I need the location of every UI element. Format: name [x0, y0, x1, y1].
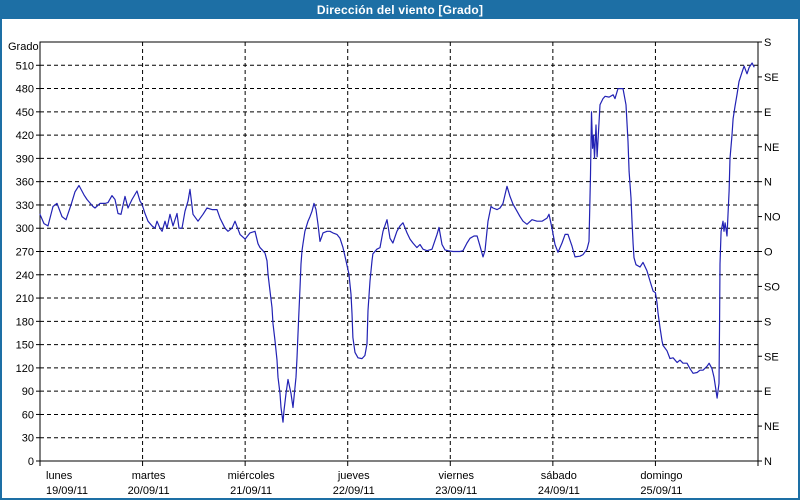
y-tick-label: 240 [16, 270, 34, 282]
y-tick-label: 480 [16, 84, 34, 96]
day-name-label: viernes [439, 470, 475, 482]
compass-tick-label: SE [764, 72, 779, 84]
wind-direction-chart: Grado 0 30 60 90 120 150 180 210 240 270 300 330 360 3… [8, 37, 781, 497]
wind-direction-series-line [39, 62, 755, 423]
y-tick-label: 510 [16, 60, 34, 72]
day-name-label: jueves [337, 470, 370, 482]
y-axis-left-labels: 0 30 60 90 120 150 180 210 240 270 300 330 360 390 420… [16, 60, 40, 468]
y-tick-label: 270 [16, 247, 34, 259]
compass-tick-label: E [764, 107, 771, 119]
day-date-label: 24/09/11 [538, 485, 580, 497]
y-tick-label: 330 [16, 200, 34, 212]
day-name-label: lunes [46, 470, 73, 482]
y-tick-label: 450 [16, 107, 34, 119]
compass-tick-label: SO [764, 281, 780, 293]
y-tick-label: 360 [16, 177, 34, 189]
day-date-label: 23/09/11 [435, 485, 477, 497]
y-axis-title: Grado [8, 41, 39, 53]
day-date-label: 20/09/11 [128, 485, 170, 497]
compass-tick-label: S [764, 37, 771, 49]
y-gridlines [40, 64, 758, 439]
y-tick-label: 150 [16, 340, 34, 352]
y-tick-label: 180 [16, 316, 34, 328]
y-tick-label: 420 [16, 130, 34, 142]
compass-tick-label: S [764, 316, 771, 328]
y-tick-label: 30 [22, 433, 34, 445]
compass-tick-label: NO [764, 212, 781, 224]
compass-tick-label: N [764, 456, 772, 468]
y-tick-label: 300 [16, 223, 34, 235]
day-date-label: 21/09/11 [230, 485, 272, 497]
chart-title: Dirección del viento [Grado] [316, 3, 484, 17]
day-date-label: 22/09/11 [333, 485, 375, 497]
day-name-label: miércoles [228, 470, 276, 482]
compass-tick-label: NE [764, 142, 779, 154]
day-name-label: domingo [640, 470, 682, 482]
day-date-label: 19/09/11 [46, 485, 88, 497]
y-tick-label: 60 [22, 409, 34, 421]
compass-tick-label: O [764, 247, 773, 259]
day-date-label: 25/09/11 [640, 485, 682, 497]
title-bar: Dirección del viento [Grado] [2, 2, 798, 19]
x-axis-labels: lunes 19/09/11 martes 20/09/11 miércoles 21/0… [39, 461, 759, 497]
y-tick-label: 210 [16, 293, 34, 305]
day-name-label: sábado [541, 470, 577, 482]
day-name-label: martes [132, 470, 166, 482]
compass-tick-label: NE [764, 421, 779, 433]
compass-tick-label: SE [764, 351, 779, 363]
y-tick-label: 390 [16, 153, 34, 165]
y-tick-label: 120 [16, 363, 34, 375]
chart-area: Grado 0 30 60 90 120 150 180 210 240 270 300 330 360 3… [2, 19, 798, 498]
compass-tick-label: E [764, 386, 771, 398]
y-tick-label: 0 [28, 456, 34, 468]
y-tick-label: 90 [22, 386, 34, 398]
compass-tick-label: N [764, 177, 772, 189]
y-axis-right-labels: N NE E SE S SO O NO N NE E SE S [758, 37, 781, 468]
